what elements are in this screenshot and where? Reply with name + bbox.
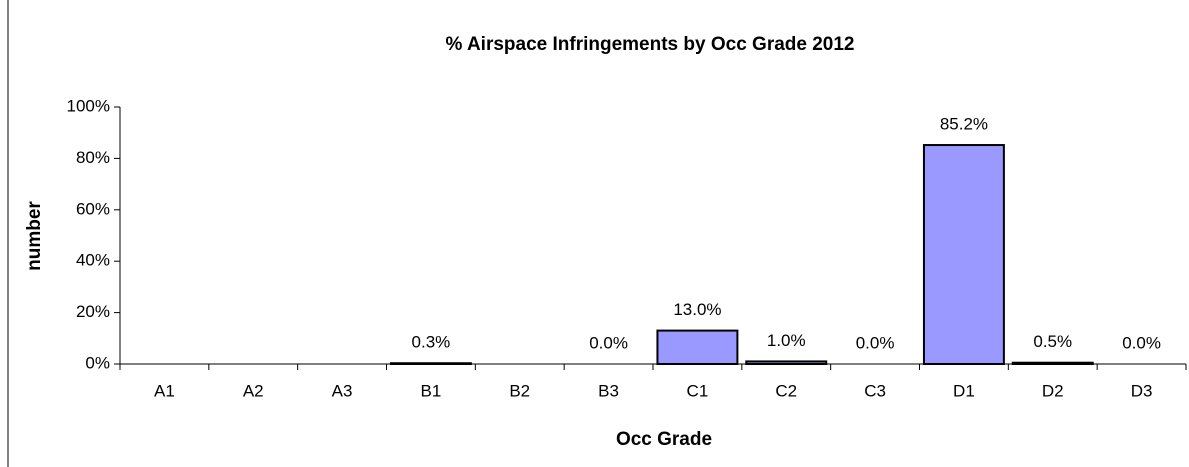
data-label: 13.0% [673, 300, 721, 319]
x-tick-label: A1 [154, 381, 175, 400]
x-tick-label: A2 [243, 381, 264, 400]
y-axis-title: number [24, 201, 45, 271]
x-tick-label: C2 [775, 381, 797, 400]
bar [745, 360, 828, 365]
data-label: 85.2% [940, 115, 988, 134]
data-label: 0.0% [1122, 333, 1161, 352]
x-tick-label: C1 [687, 381, 709, 400]
y-tick-label: 0% [85, 353, 110, 372]
x-tick-label: C3 [864, 381, 886, 400]
chart-title: % Airspace Infringements by Occ Grade 20… [445, 34, 854, 55]
x-axis-title: Occ Grade [616, 429, 712, 450]
data-label: 0.0% [856, 333, 895, 352]
y-tick-label: 60% [76, 199, 110, 218]
y-tick-label: 40% [76, 251, 110, 270]
x-tick-label: D2 [1042, 381, 1064, 400]
data-label: 0.5% [1033, 332, 1072, 351]
x-tick-label: B1 [421, 381, 442, 400]
data-label: 0.0% [589, 333, 628, 352]
y-tick-label: 100% [67, 96, 110, 115]
bar [656, 329, 739, 365]
y-tick-label: 20% [76, 302, 110, 321]
y-tick-label: 80% [76, 148, 110, 167]
x-tick-label: A3 [332, 381, 353, 400]
bar [922, 144, 1005, 365]
x-tick-label: B3 [598, 381, 619, 400]
bar [1011, 361, 1094, 365]
data-label: 1.0% [767, 331, 806, 350]
x-tick-label: D1 [953, 381, 975, 400]
x-tick-label: D3 [1131, 381, 1153, 400]
x-tick-label: B2 [509, 381, 530, 400]
data-label: 0.3% [412, 333, 451, 352]
bar [389, 362, 472, 366]
